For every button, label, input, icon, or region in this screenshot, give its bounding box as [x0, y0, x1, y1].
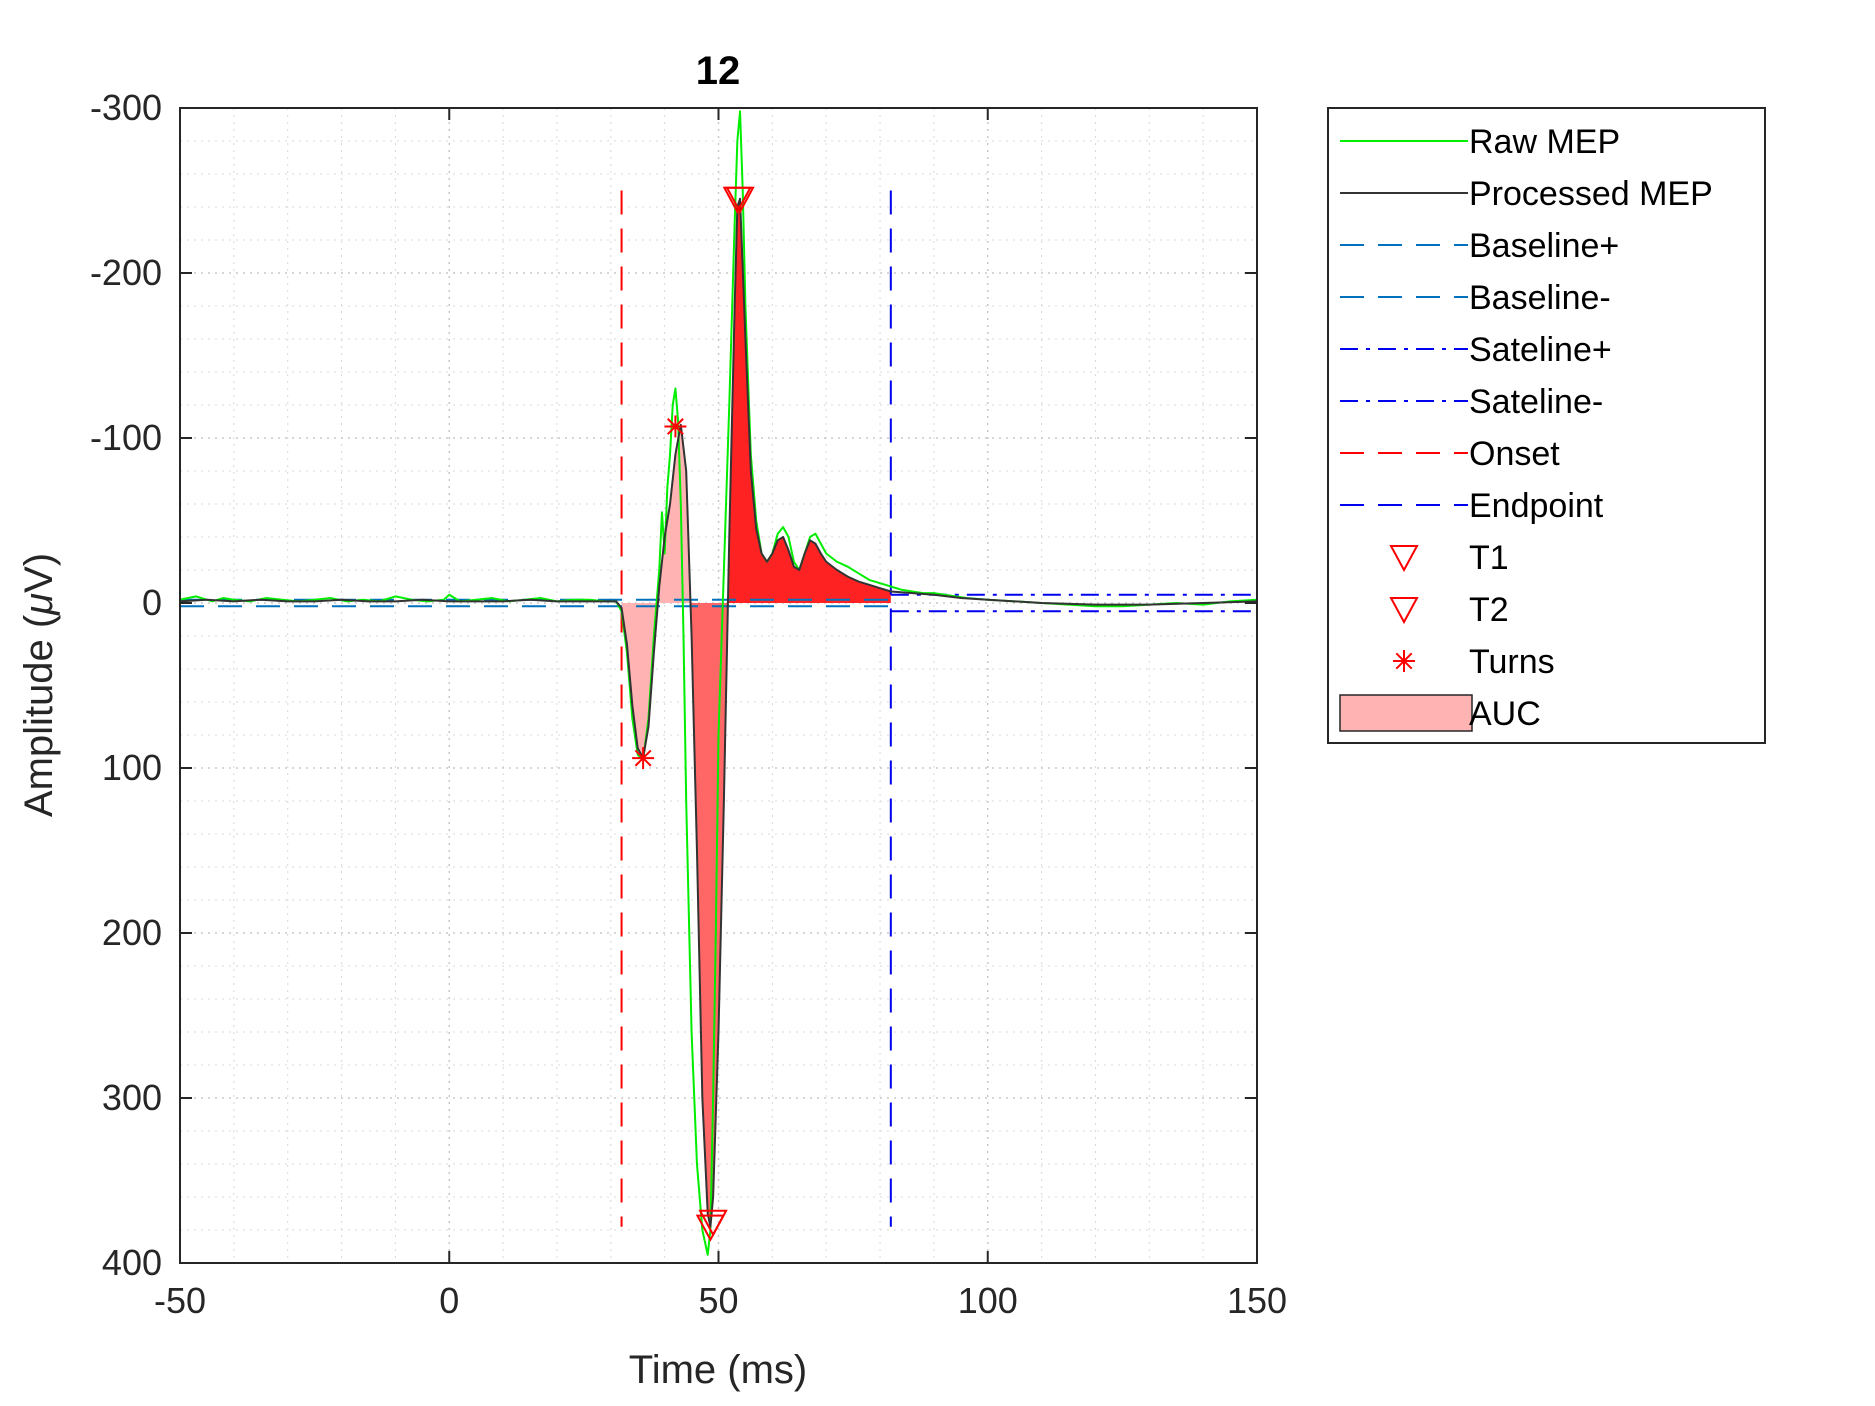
- y-axis-label-suffix: V): [17, 553, 61, 593]
- y-tick-label: -300: [90, 87, 162, 128]
- legend-label: Raw MEP: [1469, 123, 1620, 161]
- x-tick-label: -50: [154, 1280, 206, 1321]
- x-tick-label: 0: [439, 1280, 459, 1321]
- legend-label: AUC: [1469, 695, 1541, 733]
- x-tick-label: 150: [1227, 1280, 1287, 1321]
- legend-label: Processed MEP: [1469, 175, 1713, 213]
- legend-label: Turns: [1469, 643, 1555, 681]
- y-tick-label: -100: [90, 417, 162, 458]
- y-tick-label: 100: [102, 747, 162, 788]
- y-tick-label: 200: [102, 912, 162, 953]
- marker-layer: [632, 186, 755, 1242]
- legend-swatch-star: [1393, 650, 1415, 672]
- y-tick-label: -200: [90, 252, 162, 293]
- tick-layer: -50 0 50 100 150 -300 -200 -100 0 100 200 300 400: [90, 87, 1287, 1321]
- y-tick-label: 400: [102, 1242, 162, 1283]
- t2-marker: [722, 186, 753, 214]
- y-axis-label-prefix: Amplitude (: [17, 614, 61, 817]
- legend-swatch-triangle: [1389, 544, 1419, 573]
- legend-label: T1: [1469, 539, 1509, 577]
- turn-marker: [664, 415, 687, 438]
- legend-swatch-triangle: [1389, 596, 1419, 625]
- turn-marker-stroke: [634, 749, 652, 767]
- x-axis-label: Time (ms): [629, 1348, 807, 1392]
- series-layer: [180, 110, 1257, 1256]
- legend-label: Baseline+: [1469, 227, 1619, 265]
- y-axis-label-mu: μ: [17, 593, 61, 616]
- legend-box: [1327, 107, 1766, 744]
- legend-item-t2: T2: [1389, 591, 1509, 629]
- legend-item-raw-mep: Raw MEP: [1340, 123, 1620, 161]
- turn-marker-stroke: [1395, 652, 1413, 670]
- legend-item-sateline: Sateline-: [1340, 383, 1603, 421]
- legend-item-baseline: Baseline-: [1340, 279, 1611, 317]
- legend-item-sateline: Sateline+: [1340, 331, 1612, 369]
- processed-mep-line: [180, 197, 1257, 1228]
- plot-area: -50 0 50 100 150 -300 -200 -100 0 100 200 300 400: [90, 87, 1287, 1321]
- x-tick-label: 100: [958, 1280, 1018, 1321]
- y-tick-label: 0: [142, 582, 162, 623]
- legend-label: Baseline-: [1469, 279, 1611, 317]
- legend: Raw MEP Processed MEP Baseline+ Baseline- Sa…: [1327, 107, 1766, 744]
- auc-area: [727, 198, 891, 603]
- turn-marker-stroke: [667, 418, 684, 435]
- legend-item-baseline: Baseline+: [1340, 227, 1619, 265]
- legend-label: Onset: [1469, 435, 1560, 473]
- legend-label: Sateline+: [1469, 331, 1612, 369]
- legend-swatch: [1339, 694, 1473, 732]
- legend-label: Endpoint: [1469, 487, 1604, 525]
- legend-label: Sateline-: [1469, 383, 1603, 421]
- legend-item-auc: AUC: [1339, 694, 1541, 733]
- y-axis-label: Amplitude (μV): [17, 553, 61, 817]
- legend-item-endpoint: Endpoint: [1340, 487, 1604, 525]
- x-tick-label: 50: [698, 1280, 738, 1321]
- chart-title: 12: [696, 49, 741, 93]
- legend-item-t1: T1: [1389, 539, 1509, 577]
- legend-item-onset: Onset: [1340, 435, 1560, 473]
- grid-layer: [180, 108, 1257, 1263]
- t2-marker: [695, 1214, 726, 1242]
- legend-item-processed-mep: Processed MEP: [1340, 175, 1713, 213]
- turn-marker: [632, 747, 655, 770]
- y-tick-label: 300: [102, 1077, 162, 1118]
- legend-item-turns: Turns: [1393, 643, 1555, 681]
- legend-label: T2: [1469, 591, 1509, 629]
